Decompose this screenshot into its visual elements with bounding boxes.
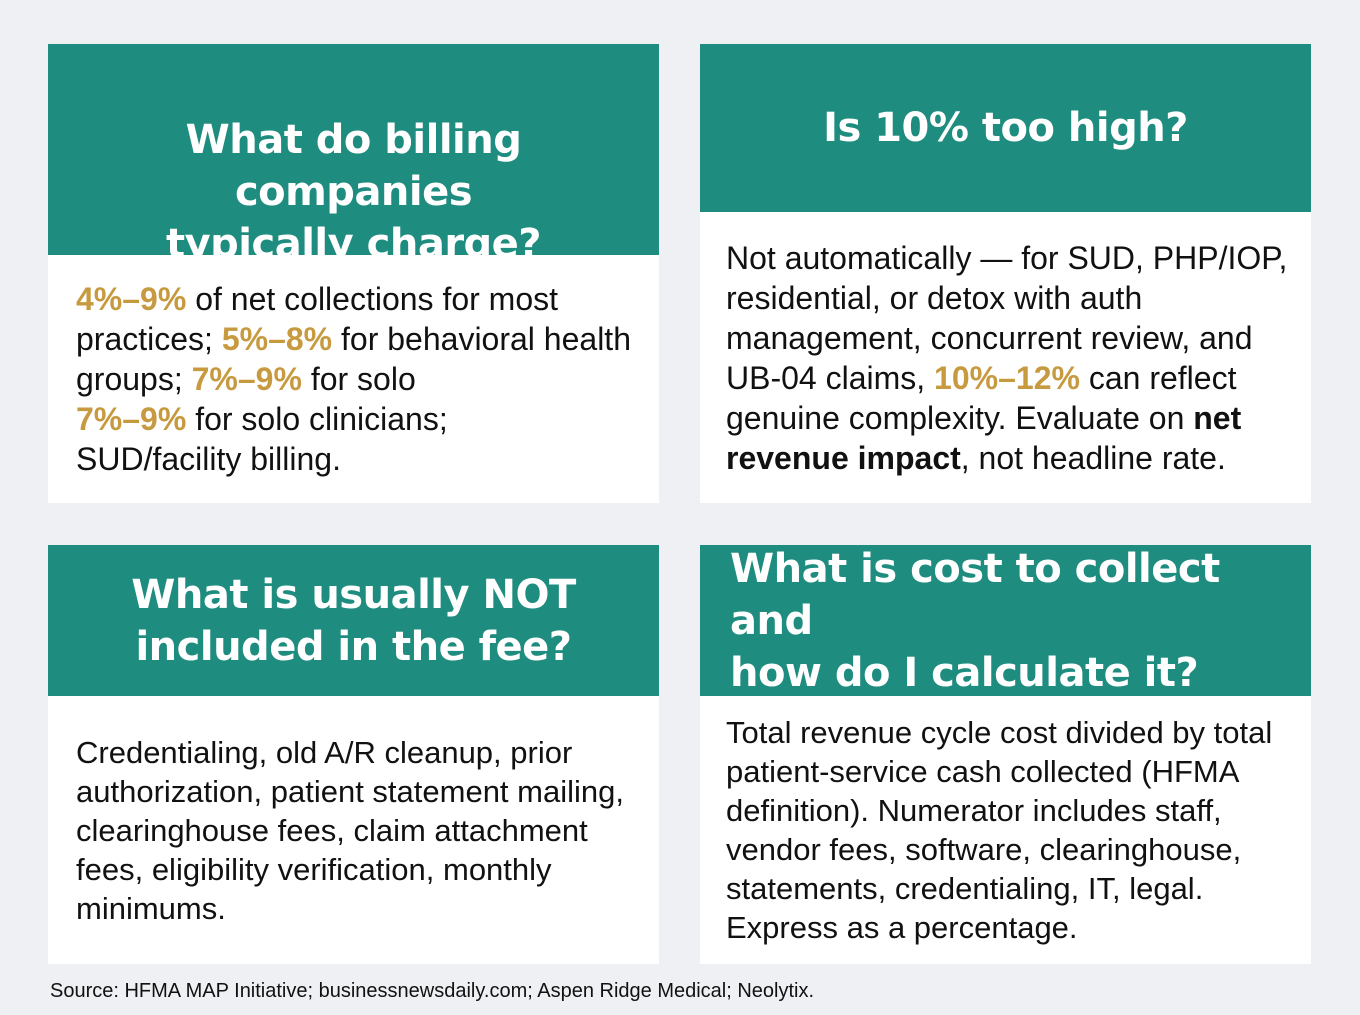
faq-card-cost-to-collect: What is cost to collect and how do I cal… [700, 545, 1311, 964]
highlight-rate: 7%–9% [191, 361, 302, 397]
card-body-text: 4%–9% of net collections for most practi… [76, 279, 649, 479]
highlight-rate: 10%–12% [934, 359, 1080, 396]
body-text-segment: of net collections for most practices; [76, 281, 559, 357]
card-title-line: how do I calculate it? [730, 649, 1199, 696]
body-text-segment: SUD/facility billing. [76, 441, 341, 477]
card-title-line: What is cost to collect and [730, 545, 1220, 644]
source-citation: Source: HFMA MAP Initiative; businessnew… [50, 980, 815, 1002]
highlight-rate: 5%–8% [221, 321, 333, 357]
card-title-line: typically charge? [165, 221, 542, 267]
body-text-segment: Not automatically — for SUD, PHP/IOP, re… [726, 239, 1288, 396]
body-text-segment: for solo [301, 361, 416, 397]
card-title-line: Is 10% too high? [823, 105, 1188, 151]
card-title: What is cost to collect and how do I cal… [700, 545, 1311, 696]
faq-card-billing-charges: What do billing companies typically char… [48, 44, 659, 503]
card-title: What is usually NOT included in the fee? [48, 545, 659, 696]
body-text-segment: can reflect genuine complexity. Evaluate… [726, 359, 1237, 436]
highlight-rate: 4%–9% [76, 281, 187, 317]
card-title: Is 10% too high? [700, 44, 1311, 212]
card-body: 4%–9% of net collections for most practi… [48, 255, 659, 503]
bold-emphasis: net revenue impact [726, 399, 1242, 476]
card-body: Credentialing, old A/R cleanup, prior au… [48, 696, 659, 964]
body-text-segment: , not headline rate. [960, 439, 1226, 476]
card-body-text: Total revenue cycle cost divided by tota… [726, 715, 1273, 945]
highlight-rate: 7%–9% [76, 401, 187, 437]
card-title-line: What do billing companies [185, 117, 522, 215]
card-title: What do billing companies typically char… [48, 44, 659, 267]
card-body-text: Credentialing, old A/R cleanup, prior au… [76, 734, 624, 926]
card-title-line: included in the fee? [135, 623, 572, 670]
card-body-text: Not automatically — for SUD, PHP/IOP, re… [726, 238, 1303, 478]
card-body: Not automatically — for SUD, PHP/IOP, re… [700, 212, 1311, 503]
faq-card-not-included: What is usually NOT included in the fee?… [48, 545, 659, 964]
card-body: Total revenue cycle cost divided by tota… [700, 696, 1311, 964]
faq-card-ten-percent: Is 10% too high? Not automatically — for… [700, 44, 1311, 503]
card-title-line: What is usually NOT [131, 571, 576, 618]
body-text-segment: for solo clinicians; [186, 401, 448, 437]
body-text-segment: for behavioral health groups; [76, 321, 631, 397]
